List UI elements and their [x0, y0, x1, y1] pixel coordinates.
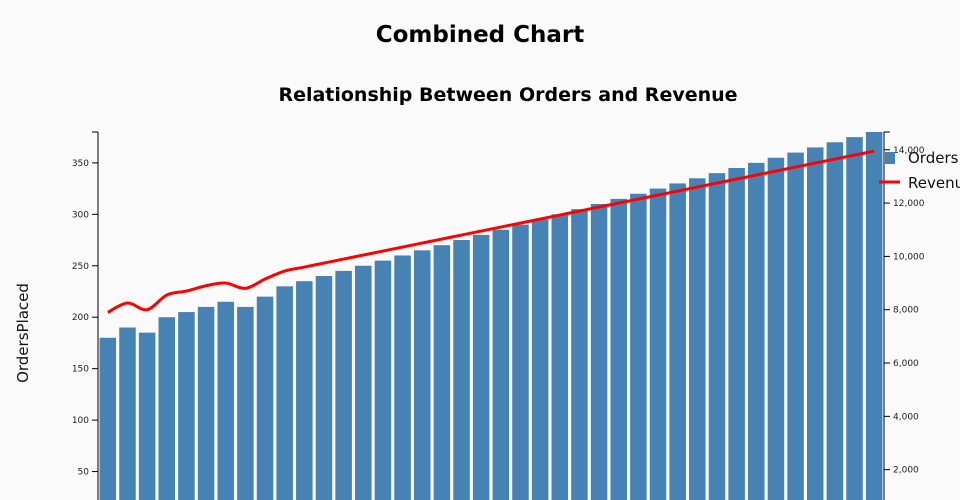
bar — [708, 173, 726, 500]
bar — [197, 306, 215, 500]
right-tick-label: 6,000 — [893, 359, 919, 369]
bar — [433, 245, 451, 500]
legend-label: Orders — [908, 149, 959, 167]
bar — [394, 255, 411, 500]
bar — [276, 286, 293, 500]
bar — [689, 178, 706, 500]
legend-swatch-bar — [885, 152, 895, 164]
y-axis-title: OrdersPlaced — [14, 283, 32, 383]
bar — [256, 296, 274, 500]
line-layer — [107, 149, 875, 314]
bar — [846, 137, 863, 500]
legend-item-revenue[interactable]: Revenue — [879, 174, 960, 192]
bar — [590, 204, 608, 500]
bar — [296, 281, 313, 500]
bar — [335, 270, 352, 500]
bar — [767, 157, 785, 500]
page-title: Combined Chart — [375, 22, 585, 48]
bar — [669, 183, 686, 500]
bar — [99, 337, 117, 500]
axes-layer: 50 100 150 200 250 300 350 2,000 4,000 6,000 8,000… — [72, 131, 925, 500]
bar — [748, 162, 765, 500]
right-tick-label: 10,000 — [893, 252, 925, 262]
bar — [826, 142, 844, 500]
bar — [315, 276, 333, 500]
bar — [571, 209, 588, 500]
legend-item-orders[interactable]: Orders — [885, 149, 959, 167]
bar — [158, 317, 176, 500]
bar — [217, 301, 234, 500]
bar — [630, 193, 647, 500]
legend[interactable]: Orders Revenue — [879, 149, 960, 192]
bar — [472, 234, 490, 500]
right-tick-label: 2,000 — [893, 466, 919, 476]
left-tick-label: 300 — [72, 210, 89, 220]
right-tick-label: 8,000 — [893, 306, 919, 316]
right-tick-label: 12,000 — [893, 199, 925, 209]
left-tick-label: 250 — [72, 262, 89, 272]
bar — [178, 312, 195, 500]
bar — [374, 260, 392, 500]
bar — [728, 168, 745, 500]
bar — [453, 240, 470, 500]
bar — [138, 332, 156, 500]
bar — [492, 229, 510, 500]
right-tick-label: 14,000 — [893, 146, 925, 156]
bar — [119, 327, 136, 500]
right-tick-label: 4,000 — [893, 412, 919, 422]
bar — [551, 214, 569, 500]
chart-title: Relationship Between Orders and Revenue — [278, 84, 738, 106]
legend-label: Revenue — [908, 174, 960, 192]
bar — [649, 188, 667, 500]
bar — [531, 219, 549, 500]
left-tick-label: 100 — [72, 416, 89, 426]
revenue-line — [107, 149, 875, 314]
bar — [355, 265, 372, 500]
bar — [237, 306, 254, 500]
left-tick-label: 200 — [72, 313, 89, 323]
left-tick-label: 350 — [72, 159, 89, 169]
bar — [512, 224, 529, 500]
bar — [413, 250, 431, 500]
bars-layer — [99, 132, 883, 500]
bar — [787, 152, 804, 500]
bar — [865, 132, 883, 500]
bar — [610, 198, 627, 500]
left-tick-label: 50 — [78, 468, 90, 478]
left-tick-label: 150 — [72, 365, 89, 375]
bar — [806, 147, 824, 500]
